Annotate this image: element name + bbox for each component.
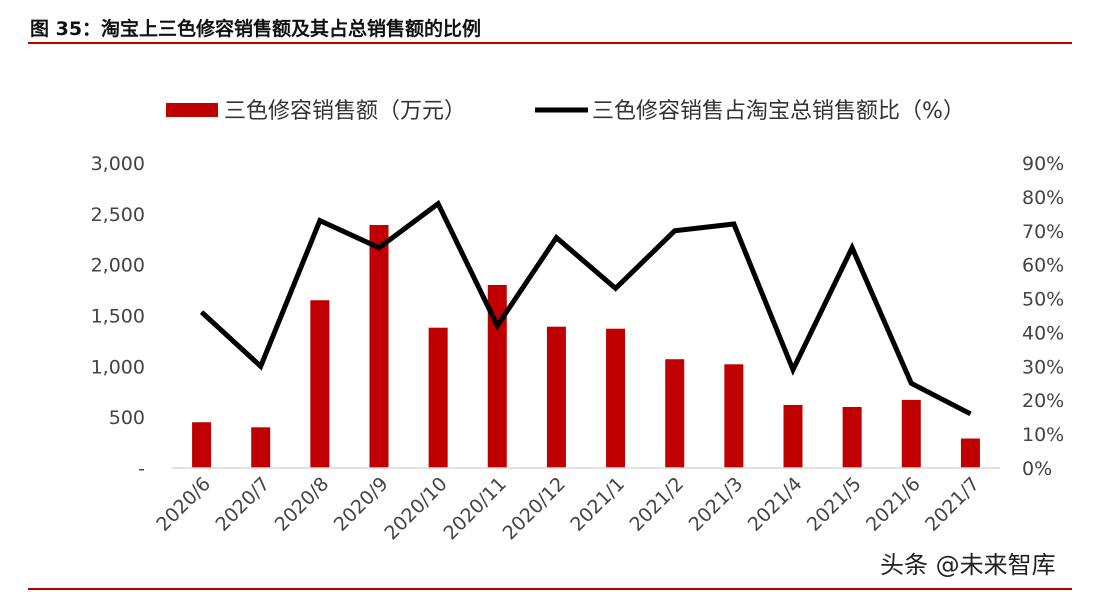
legend-line-label: 三色修容销售占淘宝总销售额比（%） — [592, 99, 965, 124]
left-axis: - 500 1,000 1,500 2,000 2,500 3,000 — [91, 153, 145, 480]
left-tick-label: 1,000 — [91, 356, 145, 378]
line-point — [851, 247, 853, 249]
line-series — [199, 199, 972, 417]
x-tick-label: 2021/5 — [803, 473, 866, 536]
bar — [369, 225, 389, 468]
line-point — [201, 311, 203, 313]
right-tick-label: 50% — [1022, 289, 1064, 311]
x-tick-label: 2020/10 — [380, 473, 451, 544]
legend-bar-swatch — [166, 103, 218, 117]
right-tick-label: 0% — [1022, 458, 1052, 480]
bar — [901, 399, 921, 468]
right-tick-label: 80% — [1022, 187, 1064, 209]
x-tick-label: 2020/6 — [152, 473, 215, 536]
bar — [724, 364, 744, 468]
left-tick-label: 2,500 — [91, 204, 145, 226]
bar — [960, 438, 980, 468]
bar — [546, 326, 566, 468]
line-point — [319, 220, 321, 222]
right-tick-label: 70% — [1022, 221, 1064, 243]
line-point — [555, 237, 557, 239]
right-tick-label: 40% — [1022, 322, 1064, 344]
right-tick-label: 10% — [1022, 424, 1064, 446]
x-tick-label: 2020/11 — [439, 473, 510, 544]
left-tick-label: 2,000 — [91, 255, 145, 277]
line-point — [910, 382, 912, 384]
x-tick-label: 2021/1 — [566, 473, 629, 536]
line-point — [792, 369, 794, 371]
line-point — [437, 203, 439, 205]
bar — [665, 359, 685, 468]
line-point — [733, 223, 735, 225]
x-tick-label: 2020/7 — [211, 473, 274, 536]
x-tick-label: 2021/3 — [685, 473, 748, 536]
bar — [842, 407, 862, 468]
left-tick-label: 500 — [109, 407, 145, 429]
right-tick-label: 30% — [1022, 356, 1064, 378]
line-point — [674, 230, 676, 232]
bar — [192, 422, 212, 468]
x-tick-label: 2021/2 — [625, 473, 688, 536]
bar — [310, 300, 330, 468]
left-tick-label: - — [138, 458, 145, 480]
bar — [487, 285, 507, 468]
x-tick-label: 2021/6 — [862, 473, 925, 536]
line-point — [496, 325, 498, 327]
bottom-rule — [28, 588, 1072, 590]
bar — [606, 328, 626, 468]
right-tick-label: 20% — [1022, 390, 1064, 412]
legend-bar-label: 三色修容销售额（万元） — [224, 99, 466, 124]
line-point — [378, 247, 380, 249]
bar-series — [192, 225, 980, 468]
line-point — [260, 365, 262, 367]
left-tick-label: 3,000 — [91, 153, 145, 175]
ratio-line — [199, 199, 972, 417]
x-tick-label: 2021/4 — [744, 473, 807, 536]
bar — [251, 427, 271, 468]
figure-title: 图 35：淘宝上三色修容销售额及其占总销售额的比例 — [30, 18, 482, 40]
left-tick-label: 1,500 — [91, 306, 145, 328]
right-axis: 0% 10% 20% 30% 40% 50% 60% 70% 80% 90% — [1022, 153, 1064, 480]
x-tick-label: 2021/7 — [921, 473, 984, 536]
right-tick-label: 60% — [1022, 255, 1064, 277]
title-underline — [28, 42, 1072, 44]
bar — [428, 327, 448, 468]
x-tick-label: 2020/8 — [271, 473, 334, 536]
bar — [783, 404, 803, 468]
watermark: 头条 @未来智库 — [880, 551, 1056, 579]
legend: 三色修容销售额（万元） 三色修容销售占淘宝总销售额比（%） — [166, 99, 965, 124]
x-axis: 2020/62020/72020/82020/92020/102020/1120… — [152, 467, 1000, 544]
right-tick-label: 90% — [1022, 153, 1064, 175]
line-point — [969, 413, 971, 415]
x-tick-label: 2020/12 — [499, 473, 570, 544]
line-point — [615, 287, 617, 289]
